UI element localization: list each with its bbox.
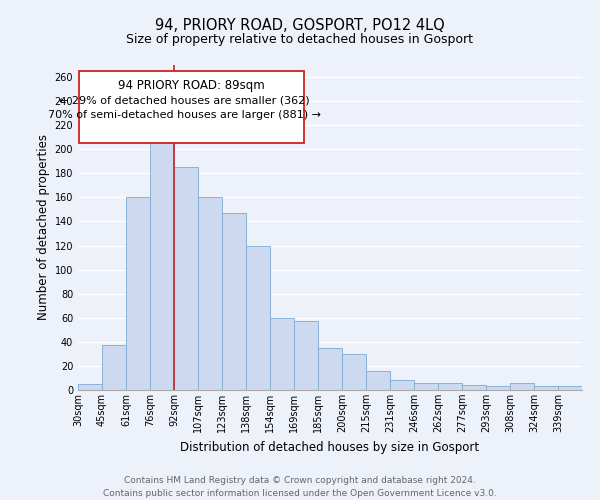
Bar [414, 383, 438, 390]
Bar [150, 129, 174, 390]
Bar [510, 383, 534, 390]
Bar [126, 198, 150, 390]
Text: 94 PRIORY ROAD: 89sqm: 94 PRIORY ROAD: 89sqm [118, 80, 265, 92]
Bar [318, 348, 342, 390]
Bar [294, 322, 318, 390]
Bar [342, 354, 366, 390]
Bar [486, 386, 510, 390]
X-axis label: Distribution of detached houses by size in Gosport: Distribution of detached houses by size … [181, 440, 479, 454]
Bar [390, 380, 414, 390]
Bar [102, 346, 126, 390]
Y-axis label: Number of detached properties: Number of detached properties [37, 134, 50, 320]
Text: Contains HM Land Registry data © Crown copyright and database right 2024.
Contai: Contains HM Land Registry data © Crown c… [103, 476, 497, 498]
Text: 94, PRIORY ROAD, GOSPORT, PO12 4LQ: 94, PRIORY ROAD, GOSPORT, PO12 4LQ [155, 18, 445, 32]
Bar [534, 386, 558, 390]
Bar [462, 385, 486, 390]
Bar [270, 318, 294, 390]
Text: Size of property relative to detached houses in Gosport: Size of property relative to detached ho… [127, 32, 473, 46]
Bar [174, 168, 198, 390]
Bar [246, 246, 270, 390]
Bar [558, 386, 582, 390]
Bar [78, 384, 102, 390]
Bar [222, 213, 246, 390]
Bar [438, 383, 462, 390]
Bar [79, 71, 304, 143]
Text: ← 29% of detached houses are smaller (362): ← 29% of detached houses are smaller (36… [59, 95, 310, 105]
Bar [366, 370, 390, 390]
Text: 70% of semi-detached houses are larger (881) →: 70% of semi-detached houses are larger (… [48, 110, 321, 120]
Bar [198, 198, 222, 390]
